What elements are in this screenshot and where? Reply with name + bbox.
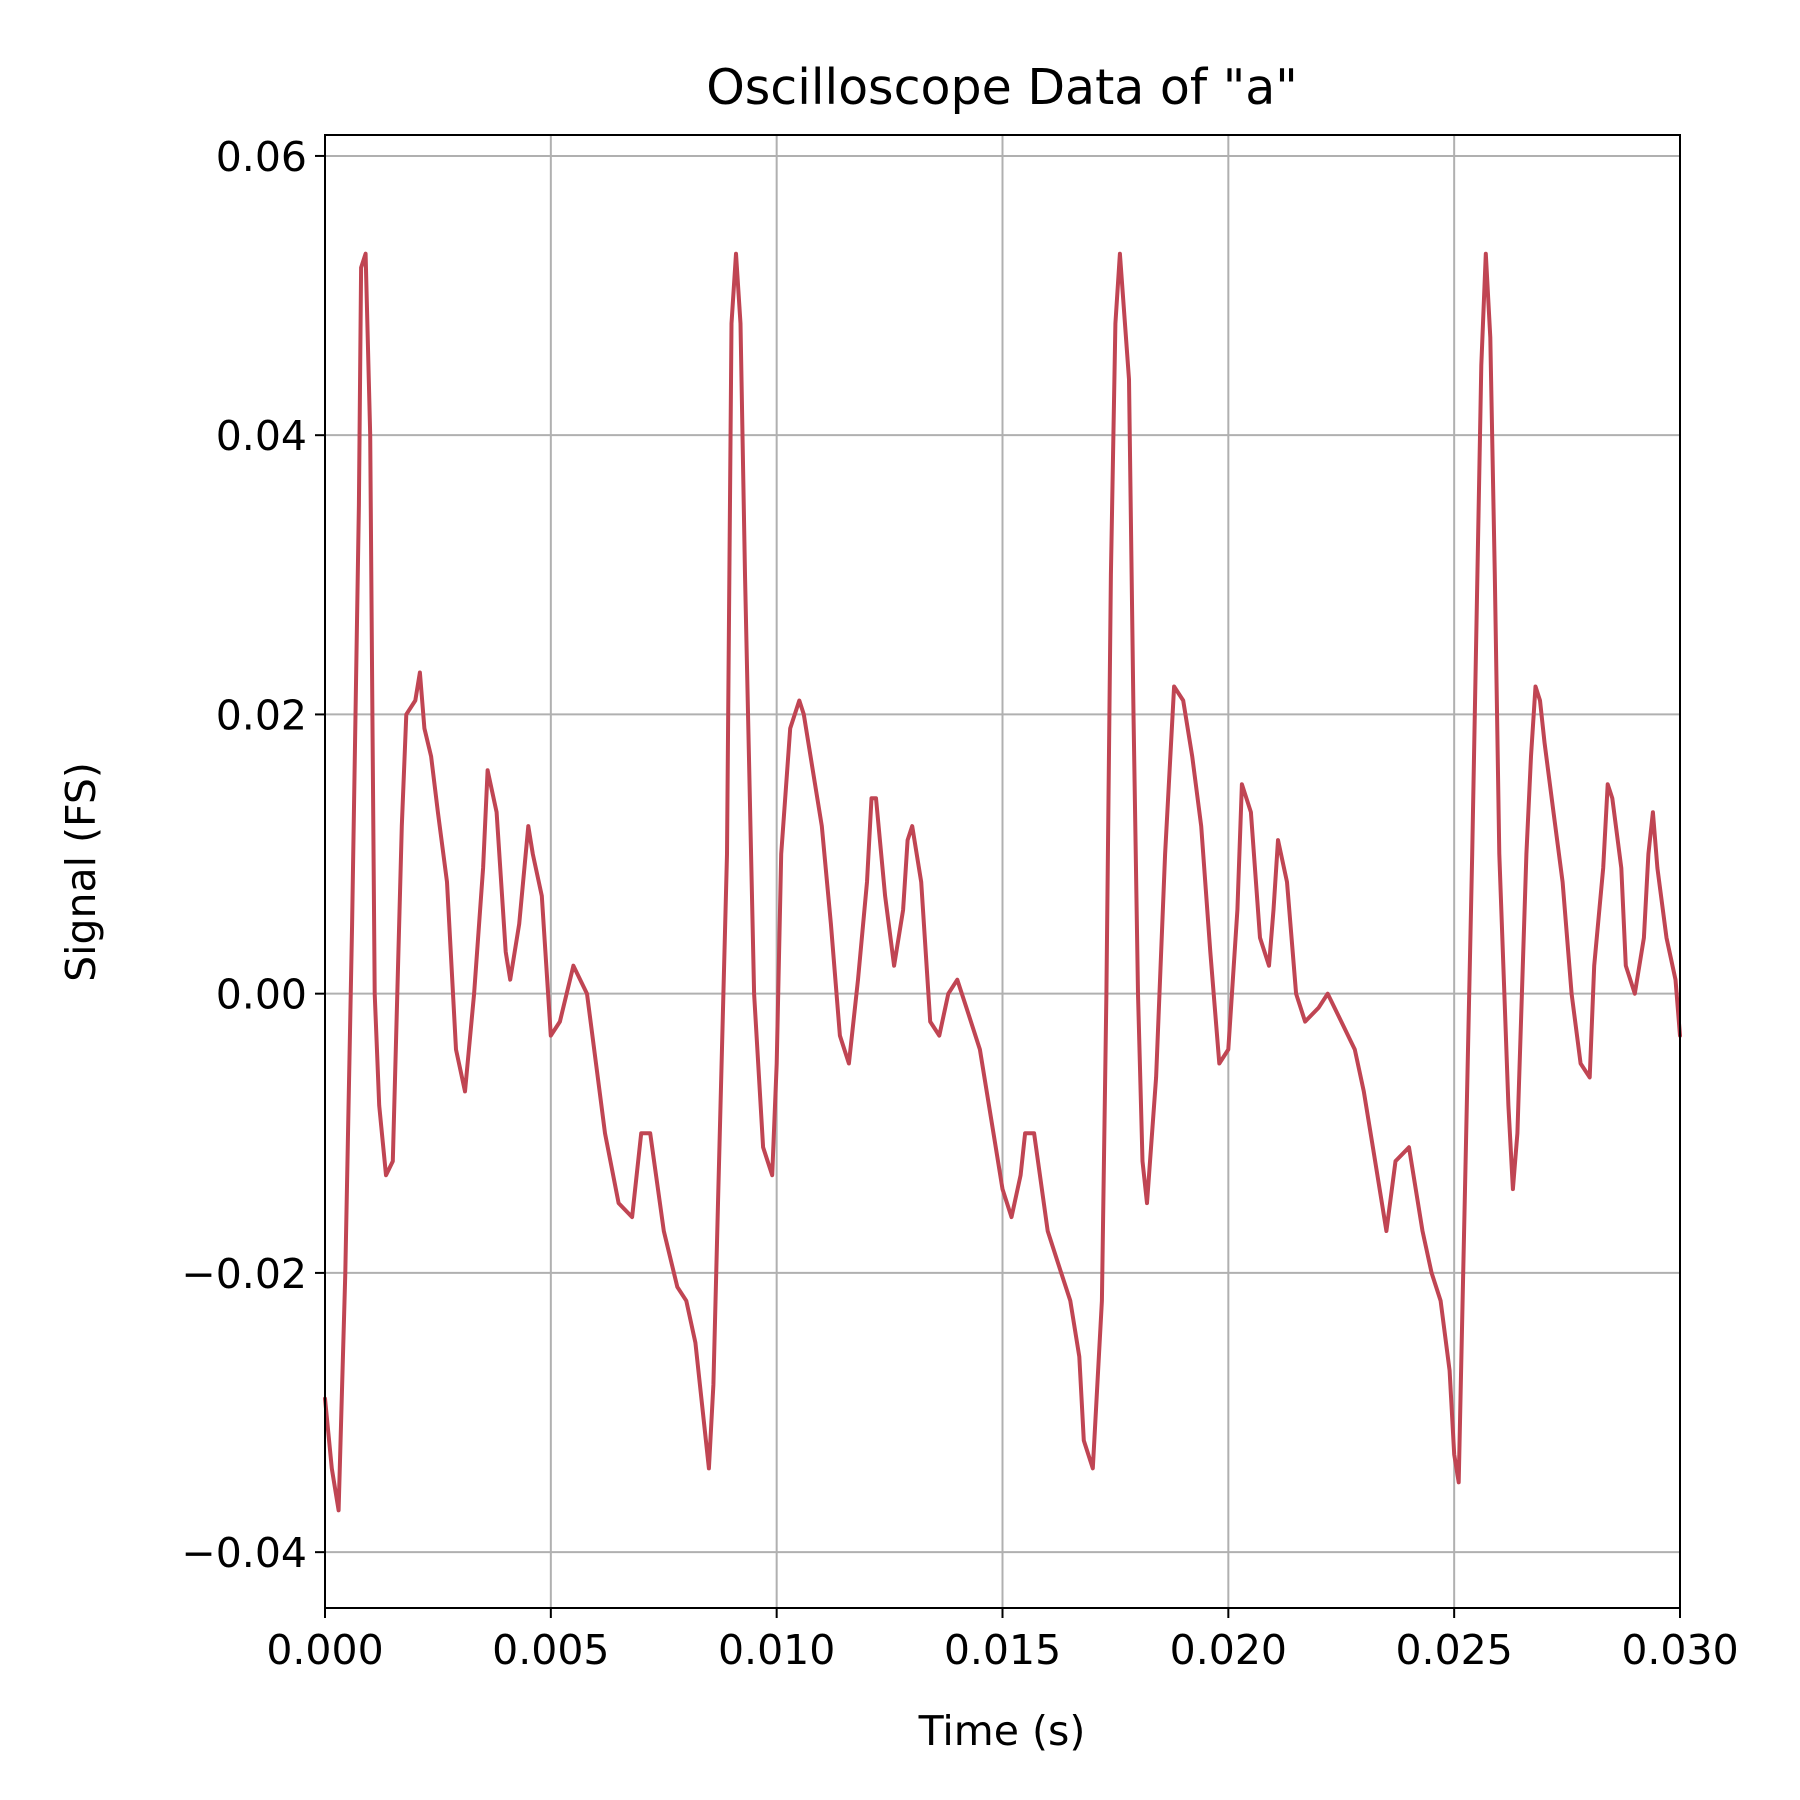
y-tick-label: −0.04 bbox=[181, 1529, 307, 1577]
x-tick-label: 0.015 bbox=[944, 1626, 1061, 1674]
y-axis-title: Signal (FS) bbox=[57, 762, 105, 982]
grid bbox=[324, 135, 1681, 1608]
x-axis-title: Time (s) bbox=[918, 1707, 1086, 1755]
series-layer bbox=[323, 251, 1682, 1513]
y-tick-label: −0.02 bbox=[181, 1250, 307, 1298]
x-tick-label: 0.010 bbox=[718, 1626, 835, 1674]
x-tick-label: 0.025 bbox=[1395, 1626, 1512, 1674]
x-tick-label: 0.005 bbox=[492, 1626, 609, 1674]
x-tick-label: 0.000 bbox=[266, 1626, 383, 1674]
y-tick-label: 0.00 bbox=[216, 971, 307, 1019]
y-tick-label: 0.06 bbox=[216, 133, 307, 181]
x-tick-label: 0.030 bbox=[1621, 1626, 1738, 1674]
y-tick-label: 0.04 bbox=[216, 412, 307, 460]
x-tick-label: 0.020 bbox=[1170, 1626, 1287, 1674]
ticks: 0.000 0.005 0.010 0.015 0.020 0.025 0.030 −0.04… bbox=[181, 133, 1738, 1674]
y-tick-label: 0.02 bbox=[216, 691, 307, 739]
chart-title: Oscilloscope Data of "a" bbox=[706, 59, 1298, 116]
signal-series-line bbox=[323, 251, 1682, 1513]
